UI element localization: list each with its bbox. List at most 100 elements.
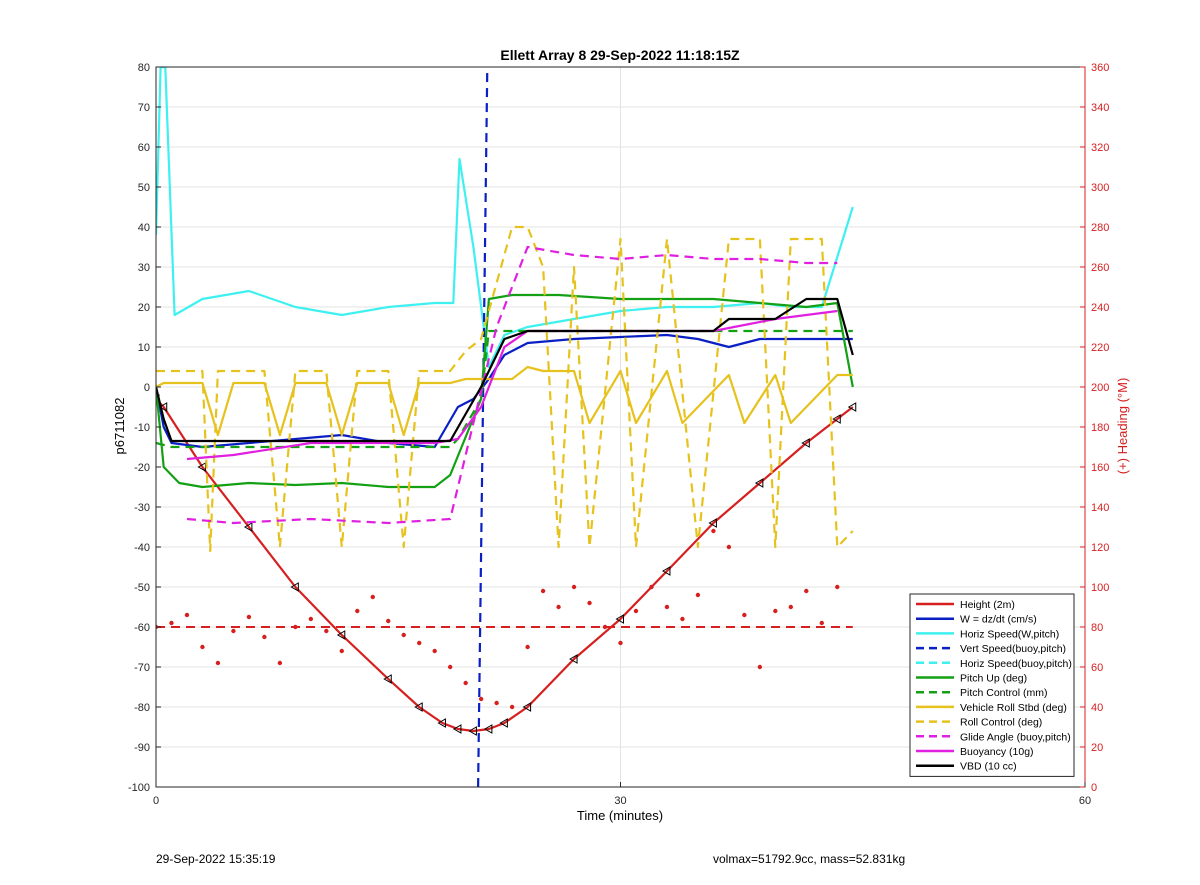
series-vehicle-roll-stbd-deg (156, 365, 853, 437)
heading-point (339, 648, 344, 654)
x-tick-label: 0 (153, 795, 159, 807)
height-marker (197, 462, 206, 472)
heading-point (246, 614, 252, 620)
heading-point (540, 588, 546, 594)
heading-point (742, 612, 747, 618)
y2-tick-label: 140 (1091, 502, 1109, 514)
y2-tick-label: 40 (1091, 702, 1103, 714)
y2-tick-label: 0 (1091, 782, 1097, 794)
series-height-2m (156, 398, 854, 733)
heading-point (370, 594, 375, 600)
heading-point (463, 680, 468, 686)
y-tick-label: -30 (134, 502, 150, 514)
series-w-dz-dt-cm-s (156, 333, 853, 449)
x-tick-label: 60 (1079, 795, 1091, 807)
y2-axis-label: (+) Heading (°M) (1115, 378, 1130, 475)
legend-label: Horiz Speed(W,pitch) (960, 628, 1059, 640)
heading-point (401, 632, 406, 638)
series-buoyancy-10g (186, 309, 838, 461)
height-marker (661, 566, 671, 576)
heading-point (355, 608, 360, 614)
legend-label: W = dz/dt (cm/s) (960, 614, 1037, 626)
heading-point (788, 604, 794, 610)
y-axis-label: p6711082 (112, 398, 127, 455)
y-tick-label: 80 (138, 62, 150, 74)
footer-volmax-mass: volmax=51792.9cc, mass=52.831kg (713, 852, 906, 866)
y2-tick-label: 100 (1091, 582, 1109, 594)
heading-point (695, 592, 701, 598)
y2-tick-label: 60 (1091, 662, 1103, 674)
y2-tick-label: 120 (1091, 542, 1109, 554)
height-marker (158, 402, 168, 412)
series-horiz-speed-w-pitch (156, 67, 854, 369)
height-marker (801, 438, 810, 448)
heading-point (386, 618, 391, 624)
heading-point (215, 660, 221, 666)
tick-labels: -100-90-80-70-60-50-40-30-20-10010203040… (128, 62, 1109, 807)
heading-point (417, 640, 422, 646)
heading-point (602, 624, 608, 630)
heading-point (432, 648, 437, 654)
heading-point (494, 700, 499, 706)
y2-tick-label: 260 (1091, 262, 1109, 274)
heading-point (308, 616, 314, 622)
series-heading (156, 528, 840, 710)
heading-point (819, 620, 824, 626)
height-marker (437, 718, 446, 728)
heading-point (231, 628, 236, 634)
heading-point (525, 644, 530, 650)
heading-point (587, 600, 592, 606)
heading-point (726, 544, 732, 550)
y2-tick-label: 220 (1091, 342, 1109, 354)
y2-tick-label: 320 (1091, 142, 1109, 154)
y2-tick-label: 240 (1091, 302, 1109, 314)
heading-point (773, 608, 778, 614)
y2-tick-label: 180 (1091, 422, 1109, 434)
heading-point (509, 704, 515, 710)
footer-timestamp: 29-Sep-2022 15:35:19 (156, 852, 276, 866)
legend-label: Pitch Up (deg) (960, 673, 1027, 685)
legend-label: Height (2m) (960, 599, 1015, 611)
series-roll-control-deg (156, 225, 854, 553)
y-tick-label: 20 (138, 302, 150, 314)
heading-point (680, 616, 685, 622)
y-tick-label: -10 (134, 422, 150, 434)
series-pitch-control-mm (156, 329, 853, 449)
height-marker (290, 582, 299, 592)
heading-point (664, 604, 670, 610)
legend-label: Vert Speed(buoy,pitch) (960, 643, 1066, 655)
legend-label: Vehicle Roll Stbd (deg) (960, 702, 1067, 714)
series-group (156, 67, 857, 787)
heading-point (835, 584, 840, 590)
legend-label: Horiz Speed(buoy,pitch) (960, 658, 1072, 670)
y-tick-label: -90 (134, 742, 150, 754)
heading-point (324, 628, 329, 634)
y-tick-label: -20 (134, 462, 150, 474)
y-tick-label: -70 (134, 662, 150, 674)
chart-title: Ellett Array 8 29-Sep-2022 11:18:15Z (500, 47, 740, 63)
height-marker (483, 724, 493, 734)
heading-point (711, 528, 716, 534)
heading-point (200, 644, 205, 650)
y-tick-label: -40 (134, 542, 150, 554)
height-marker (336, 630, 346, 640)
series-glide-angle-buoy-pitch (186, 245, 838, 525)
heading-point (262, 634, 267, 640)
legend-label: VBD (10 cc) (960, 761, 1017, 773)
height-marker (847, 402, 857, 412)
legend: Height (2m) W = dz/dt (cm/s) Horiz Speed(W… (909, 593, 1075, 777)
height-marker (383, 674, 392, 684)
y2-tick-label: 360 (1091, 62, 1109, 74)
y-tick-label: -80 (134, 702, 150, 714)
legend-label: Buoyancy (10g) (960, 746, 1034, 758)
height-marker (708, 518, 717, 528)
height-marker (468, 726, 477, 736)
heading-point (293, 624, 298, 630)
heading-point (184, 612, 190, 618)
heading-point (447, 664, 453, 670)
y-tick-label: 50 (138, 182, 150, 194)
heading-point (757, 664, 763, 670)
height-marker (414, 702, 423, 712)
height-marker (499, 718, 508, 728)
